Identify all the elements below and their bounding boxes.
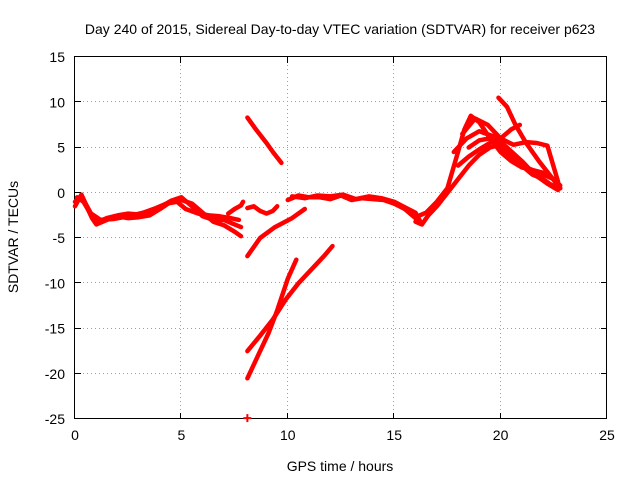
series-track-5 [245,115,284,166]
series-track-6 [245,204,280,216]
series-track-18 [451,128,561,193]
series-track-17 [496,95,563,191]
series-track-4 [225,199,246,216]
data-series [72,95,563,423]
chart-title: Day 240 of 2015, Sidereal Day-to-day VTE… [85,21,595,37]
gridlines [75,57,607,419]
axis-ticks [74,56,607,419]
series-track-3 [74,195,242,223]
y-tick-label: 15 [49,49,65,65]
series-track-8 [245,243,335,354]
x-tick-label: 25 [599,427,615,443]
x-tick-labels: 0 5 10 15 20 25 [71,427,615,443]
series-track-11 [289,192,425,227]
y-tick-label: 10 [49,94,65,110]
series-track-9 [245,257,299,381]
series-track-16 [455,122,523,168]
y-tick-label: -15 [45,321,65,337]
x-tick-label: 0 [71,427,79,443]
data-point [243,414,252,423]
x-tick-label: 10 [280,427,296,443]
y-tick-label: 0 [57,185,65,201]
x-axis-label: GPS time / hours [287,458,394,474]
y-tick-label: -5 [53,230,66,246]
y-tick-label: -20 [45,366,65,382]
series-track-7 [245,206,308,259]
x-tick-label: 5 [178,427,186,443]
series-track-15 [460,116,561,185]
plot-frame [74,56,607,419]
x-tick-label: 20 [493,427,509,443]
y-tick-label: -10 [45,275,65,291]
y-axis-label: SDTVAR / TECUs [5,181,21,293]
y-tick-label: -25 [45,411,65,427]
series-track-13 [413,113,563,220]
y-tick-label: 5 [57,140,65,156]
x-tick-label: 15 [386,427,402,443]
y-tick-labels: -25 -20 -15 -10 -5 0 5 10 15 [45,49,65,427]
